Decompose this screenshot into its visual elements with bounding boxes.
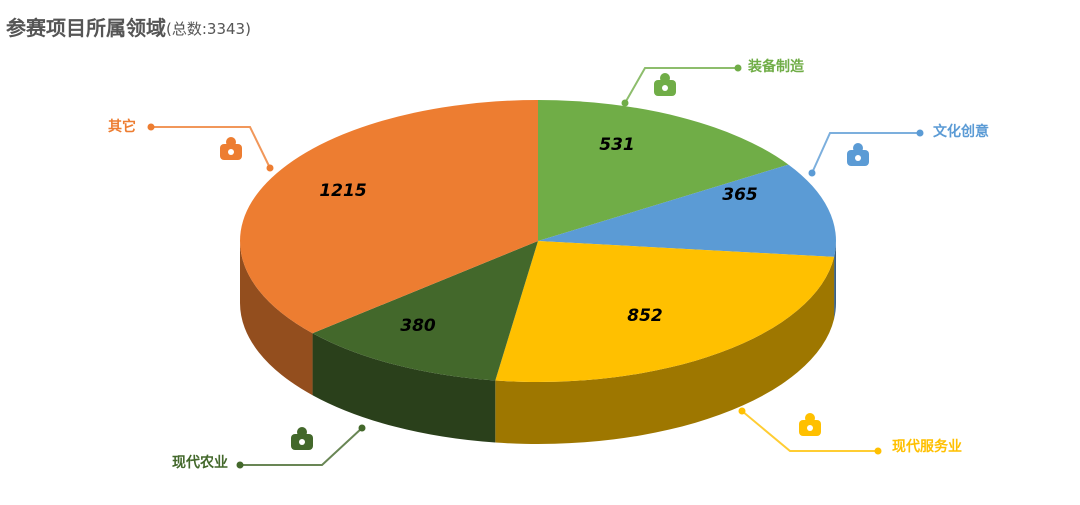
slice bbox=[538, 164, 836, 257]
slice bbox=[312, 241, 538, 381]
category-label: 文化创意 bbox=[933, 123, 989, 140]
leader-dot bbox=[236, 461, 244, 469]
icon bbox=[807, 425, 813, 431]
slice bbox=[495, 241, 835, 382]
icon bbox=[226, 137, 236, 147]
icon bbox=[297, 427, 307, 437]
leader-line bbox=[151, 126, 271, 169]
leader-line bbox=[741, 410, 878, 452]
icon bbox=[228, 149, 234, 155]
icon bbox=[853, 143, 863, 153]
leader-dot bbox=[916, 129, 924, 137]
value-label: 365 bbox=[722, 185, 758, 205]
chart-title-group: 参赛项目所属领域(总数:3343) bbox=[6, 16, 251, 40]
slice-side bbox=[312, 333, 496, 443]
icon bbox=[662, 85, 668, 91]
leader-dot bbox=[734, 64, 742, 72]
leader-line bbox=[240, 427, 363, 466]
category-label: 其它 bbox=[108, 118, 136, 135]
slice bbox=[538, 100, 789, 241]
category-label: 现代服务业 bbox=[892, 438, 962, 455]
value-label: 531 bbox=[599, 135, 635, 155]
slice-side bbox=[834, 241, 836, 319]
slice-side bbox=[240, 241, 313, 396]
icon bbox=[855, 155, 861, 161]
leader-dot bbox=[621, 99, 629, 107]
leader-dot bbox=[358, 424, 366, 432]
leader-dot bbox=[266, 164, 274, 172]
slice bbox=[240, 99, 538, 334]
icon bbox=[660, 73, 670, 83]
leader-dot bbox=[738, 407, 746, 415]
chart-title: 参赛项目所属领域 bbox=[6, 16, 166, 40]
category-label: 装备制造 bbox=[747, 58, 804, 75]
leader-line bbox=[624, 67, 738, 104]
leader-dot bbox=[808, 169, 816, 177]
value-label: 380 bbox=[400, 316, 436, 336]
chart-subtitle: (总数:3343) bbox=[166, 20, 251, 38]
leader-dot bbox=[874, 447, 882, 455]
leader-dot bbox=[147, 123, 155, 131]
icon bbox=[805, 413, 815, 423]
slice-side bbox=[495, 256, 835, 445]
leader-line bbox=[811, 132, 920, 174]
category-label: 现代农业 bbox=[172, 454, 228, 471]
value-label: 1215 bbox=[319, 181, 366, 201]
icon bbox=[299, 439, 305, 445]
value-label: 852 bbox=[627, 306, 663, 326]
